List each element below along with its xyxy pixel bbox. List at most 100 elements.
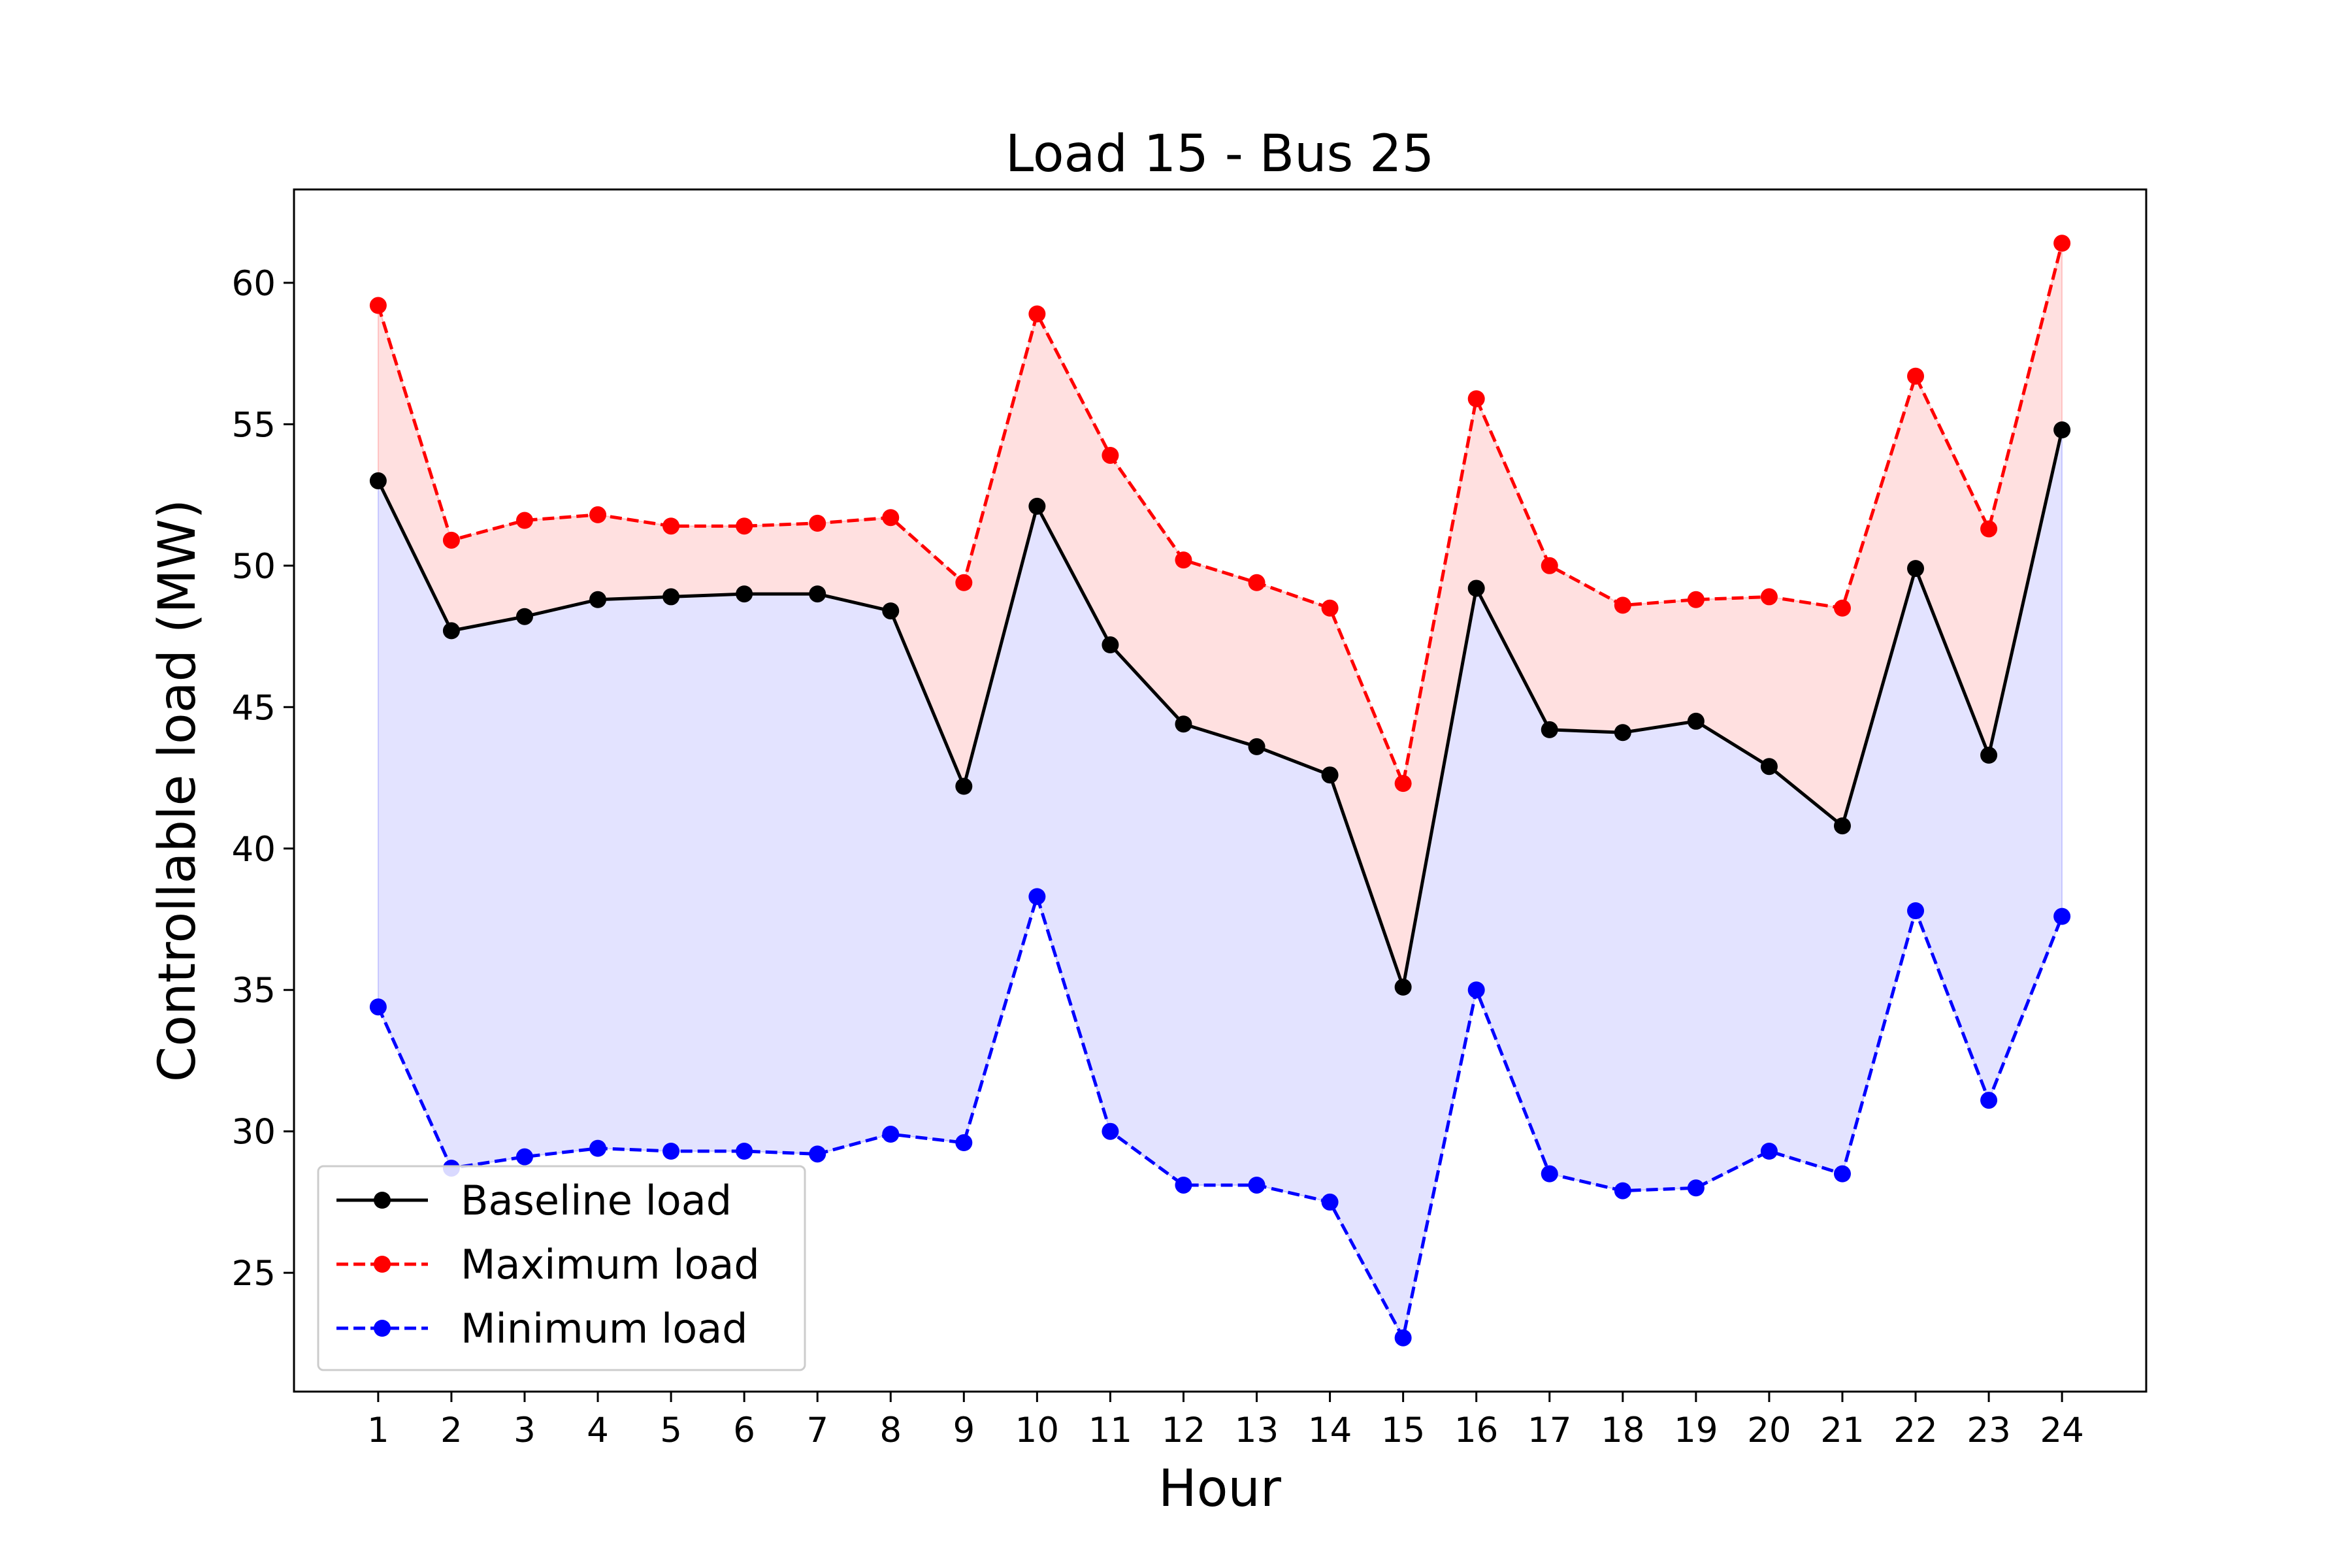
data-point-minimum-load	[1833, 1165, 1851, 1183]
data-point-maximum-load	[1394, 775, 1412, 792]
x-tick-label: 18	[1601, 1411, 1644, 1450]
series-markers	[369, 235, 2071, 1347]
y-tick-label: 30	[232, 1113, 276, 1152]
y-tick-label: 60	[232, 264, 276, 304]
data-point-minimum-load	[955, 1134, 973, 1152]
data-point-baseline-load	[1833, 817, 1851, 835]
data-point-maximum-load	[1614, 596, 1631, 614]
data-point-maximum-load	[1028, 305, 1046, 323]
data-point-minimum-load	[1248, 1176, 1266, 1194]
data-point-baseline-load	[1760, 758, 1778, 776]
data-point-minimum-load	[1321, 1193, 1339, 1211]
x-tick-label: 8	[879, 1411, 902, 1450]
data-point-maximum-load	[1467, 390, 1485, 408]
data-point-maximum-load	[1321, 599, 1339, 617]
data-point-baseline-load	[442, 622, 460, 640]
x-tick-label: 10	[1015, 1411, 1059, 1450]
chart-title: Load 15 - Bus 25	[1005, 125, 1435, 184]
data-point-baseline-load	[736, 585, 753, 603]
x-tick-label: 7	[806, 1411, 828, 1450]
data-point-maximum-load	[662, 517, 680, 535]
data-point-baseline-load	[955, 777, 973, 795]
series-lines	[376, 242, 2064, 1340]
x-tick-label: 16	[1454, 1411, 1498, 1450]
data-point-minimum-load	[369, 998, 387, 1016]
x-tick-label: 12	[1162, 1411, 1205, 1450]
y-tick-label: 55	[232, 405, 276, 445]
data-point-baseline-load	[589, 591, 607, 608]
data-point-baseline-load	[515, 608, 533, 625]
data-point-minimum-load	[809, 1145, 826, 1163]
data-point-maximum-load	[589, 506, 607, 523]
y-tick-label: 50	[232, 547, 276, 587]
data-point-maximum-load	[882, 509, 900, 527]
data-point-minimum-load	[1028, 888, 1046, 906]
data-point-minimum-load	[515, 1148, 533, 1166]
series-line-minimum-load	[376, 894, 2064, 1340]
data-point-minimum-load	[2053, 907, 2071, 925]
legend-label-minimum-load: Minimum load	[461, 1305, 748, 1352]
data-point-baseline-load	[2053, 421, 2071, 438]
y-tick-label: 45	[232, 688, 276, 728]
data-point-baseline-load	[1175, 715, 1192, 733]
data-point-minimum-load	[1687, 1179, 1705, 1197]
x-tick-label: 9	[953, 1411, 975, 1450]
y-tick-label: 40	[232, 830, 276, 870]
x-tick-label: 22	[1893, 1411, 1937, 1450]
data-point-maximum-load	[1980, 520, 1998, 538]
legend-label-baseline-load: Baseline load	[461, 1177, 732, 1224]
data-point-minimum-load	[1907, 902, 1925, 919]
x-axis-title: Hour	[1158, 1460, 1282, 1518]
x-tick-label: 15	[1381, 1411, 1425, 1450]
x-tick-label: 13	[1235, 1411, 1279, 1450]
series-line-baseline-load	[376, 429, 2064, 989]
data-point-baseline-load	[1687, 712, 1705, 730]
y-axis-title: Controllable load (MW)	[148, 499, 207, 1082]
data-point-baseline-load	[369, 472, 387, 489]
x-tick-label: 24	[2040, 1411, 2083, 1450]
x-tick-label: 1	[367, 1411, 389, 1450]
legend-label-maximum-load: Maximum load	[461, 1241, 760, 1288]
data-point-maximum-load	[736, 517, 753, 535]
data-point-minimum-load	[882, 1126, 900, 1143]
x-tick-label: 21	[1820, 1411, 1864, 1450]
data-point-minimum-load	[1614, 1182, 1631, 1200]
x-tick-label: 14	[1308, 1411, 1352, 1450]
data-point-minimum-load	[589, 1139, 607, 1157]
data-point-maximum-load	[1175, 551, 1192, 569]
y-tick-label: 25	[232, 1254, 276, 1294]
data-point-baseline-load	[1102, 636, 1119, 654]
y-tick-label: 35	[232, 971, 276, 1011]
data-point-baseline-load	[1028, 497, 1046, 515]
x-tick-label: 4	[587, 1411, 609, 1450]
data-point-baseline-load	[1248, 738, 1266, 755]
data-point-maximum-load	[1541, 557, 1558, 574]
data-point-maximum-load	[1687, 591, 1705, 608]
data-point-minimum-load	[1467, 981, 1485, 999]
legend-marker-maximum-load	[374, 1256, 391, 1273]
x-tick-label: 6	[733, 1411, 755, 1450]
data-point-minimum-load	[1541, 1165, 1558, 1183]
data-point-baseline-load	[1467, 580, 1485, 597]
data-point-minimum-load	[1980, 1092, 1998, 1109]
data-point-minimum-load	[1394, 1329, 1412, 1347]
data-point-maximum-load	[2053, 235, 2071, 252]
data-point-baseline-load	[1321, 766, 1339, 784]
data-point-minimum-load	[662, 1143, 680, 1160]
data-point-baseline-load	[809, 585, 826, 603]
legend-marker-minimum-load	[374, 1320, 391, 1337]
plot-area-frame	[293, 188, 2148, 1393]
x-tick-label: 3	[514, 1411, 536, 1450]
x-tick-label: 23	[1967, 1411, 2010, 1450]
data-point-maximum-load	[442, 531, 460, 549]
x-tick-label: 2	[440, 1411, 463, 1450]
data-point-baseline-load	[662, 588, 680, 606]
x-axis: 1 2 3 4 5 6 7 8 9 10 11 12 13 14 15 16 17 18 19 20 21 22 23 24	[367, 1392, 2084, 1450]
data-point-baseline-load	[1394, 978, 1412, 996]
data-point-baseline-load	[1541, 721, 1558, 738]
data-point-baseline-load	[1907, 560, 1925, 578]
x-tick-label: 20	[1747, 1411, 1791, 1450]
data-point-baseline-load	[1980, 746, 1998, 764]
data-point-maximum-load	[955, 574, 973, 591]
